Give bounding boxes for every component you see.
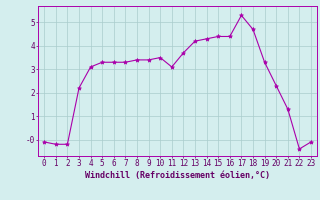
- X-axis label: Windchill (Refroidissement éolien,°C): Windchill (Refroidissement éolien,°C): [85, 171, 270, 180]
